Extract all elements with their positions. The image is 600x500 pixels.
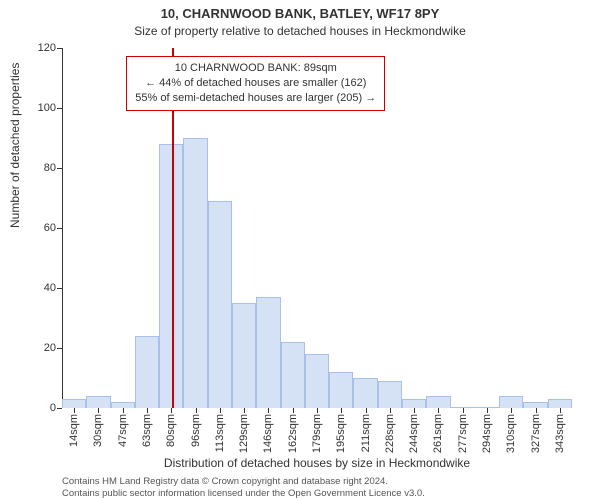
x-tick-label: 327sqm [530,414,542,453]
x-tick-mark [511,408,512,413]
annotation-line-3: 55% of semi-detached houses are larger (… [135,91,376,106]
x-tick-mark [147,408,148,413]
y-tick-label: 120 [38,42,56,54]
x-tick-mark [293,408,294,413]
x-tick-mark [244,408,245,413]
x-tick-label: 244sqm [408,414,420,453]
x-tick-label: 129sqm [238,414,250,453]
histogram-bar [499,396,523,408]
y-tick-mark [57,48,62,49]
histogram-bar [281,342,305,408]
y-tick-mark [57,168,62,169]
chart-subtitle: Size of property relative to detached ho… [0,24,600,38]
annotation-box: 10 CHARNWOOD BANK: 89sqm← 44% of detache… [126,56,385,111]
x-tick-label: 63sqm [141,414,153,447]
x-tick-mark [560,408,561,413]
x-tick-mark [438,408,439,413]
x-tick-label: 343sqm [554,414,566,453]
x-axis-label: Distribution of detached houses by size … [62,456,572,470]
y-tick-mark [57,228,62,229]
annotation-line-2: ← 44% of detached houses are smaller (16… [135,76,376,91]
x-tick-label: 96sqm [190,414,202,447]
x-tick-label: 14sqm [68,414,80,447]
x-tick-mark [536,408,537,413]
x-tick-label: 146sqm [262,414,274,453]
x-tick-label: 47sqm [117,414,129,447]
y-axis-line [62,48,63,408]
histogram-bar [402,399,426,408]
y-tick-label: 40 [44,282,56,294]
chart-title: 10, CHARNWOOD BANK, BATLEY, WF17 8PY [0,6,600,21]
x-tick-mark [123,408,124,413]
x-tick-mark [220,408,221,413]
x-tick-mark [463,408,464,413]
x-tick-label: 179sqm [311,414,323,453]
x-tick-mark [268,408,269,413]
x-tick-mark [487,408,488,413]
histogram-bar [135,336,159,408]
histogram-bar [426,396,450,408]
x-tick-mark [414,408,415,413]
y-axis-label: Number of detached properties [8,63,22,228]
x-tick-label: 261sqm [432,414,444,453]
x-tick-label: 80sqm [165,414,177,447]
x-tick-mark [98,408,99,413]
x-tick-label: 113sqm [214,414,226,452]
y-tick-mark [57,108,62,109]
y-tick-label: 20 [44,342,56,354]
y-tick-label: 0 [50,402,56,414]
histogram-bar [183,138,207,408]
y-tick-label: 60 [44,222,56,234]
y-tick-mark [57,408,62,409]
histogram-bar [208,201,232,408]
footer-line-2: Contains public sector information licen… [62,488,582,500]
histogram-bar [256,297,280,408]
x-tick-mark [341,408,342,413]
x-tick-label: 195sqm [335,414,347,453]
x-tick-mark [366,408,367,413]
plot-area: 02040608010012014sqm30sqm47sqm63sqm80sqm… [62,48,572,408]
histogram-bar [329,372,353,408]
footer-attribution: Contains HM Land Registry data © Crown c… [62,476,582,500]
x-tick-mark [74,408,75,413]
x-tick-label: 310sqm [505,414,517,453]
x-tick-mark [171,408,172,413]
histogram-bar [548,399,572,408]
x-tick-label: 294sqm [481,414,493,453]
x-tick-mark [317,408,318,413]
x-tick-label: 277sqm [457,414,469,453]
x-tick-mark [196,408,197,413]
histogram-bar [305,354,329,408]
histogram-bar [378,381,402,408]
chart-container: { "title": "10, CHARNWOOD BANK, BATLEY, … [0,0,600,500]
annotation-line-1: 10 CHARNWOOD BANK: 89sqm [135,61,376,76]
histogram-bar [353,378,377,408]
x-tick-label: 30sqm [92,414,104,447]
x-tick-label: 211sqm [360,414,372,452]
y-tick-label: 80 [44,162,56,174]
y-tick-mark [57,348,62,349]
histogram-bar [62,399,86,408]
x-tick-mark [390,408,391,413]
histogram-bar [86,396,110,408]
footer-line-1: Contains HM Land Registry data © Crown c… [62,476,582,488]
y-tick-mark [57,288,62,289]
x-tick-label: 162sqm [287,414,299,453]
y-tick-label: 100 [38,102,56,114]
histogram-bar [232,303,256,408]
x-tick-label: 228sqm [384,414,396,453]
